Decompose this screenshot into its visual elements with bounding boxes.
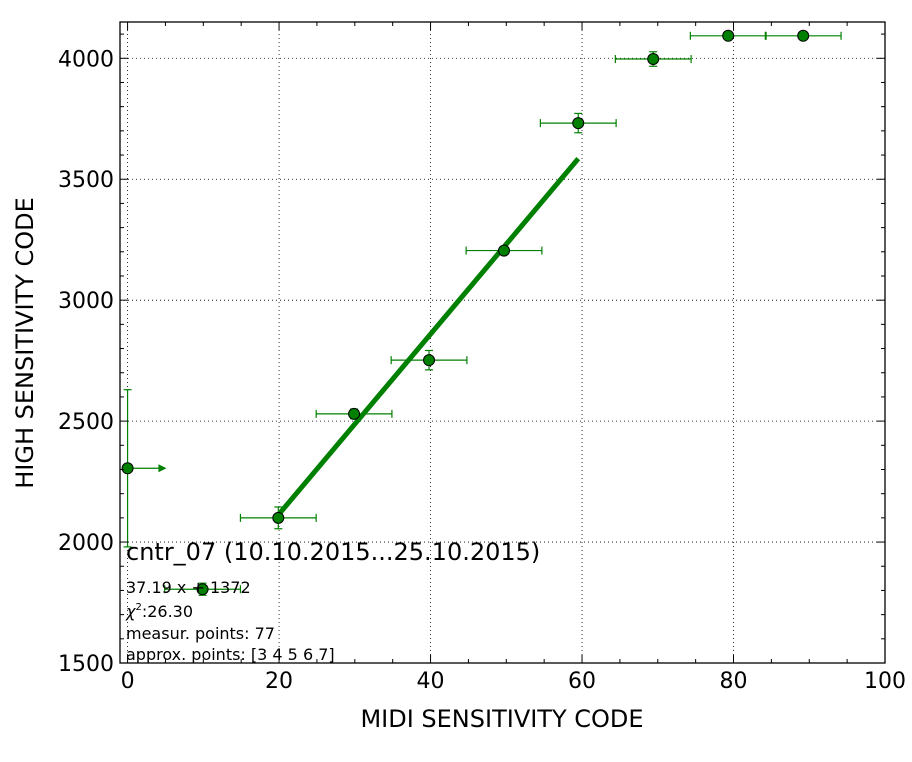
y-tick-labels: 1500 2000 2500 3000 3500 4000	[58, 47, 114, 677]
point-marker	[647, 53, 660, 66]
point-marker	[572, 117, 585, 130]
data-point	[164, 582, 242, 596]
point-marker	[423, 354, 436, 367]
data-point	[121, 389, 167, 548]
y-axis-label: HIGH SENSITIVITY CODE	[11, 197, 39, 489]
x-tick-label: 60	[568, 669, 596, 694]
x-tick-label: 80	[720, 669, 748, 694]
data-point	[465, 244, 543, 257]
x-axis-label: MIDI SENSITIVITY CODE	[360, 705, 643, 733]
data-points	[121, 29, 842, 596]
chi-square: χ2:26.30	[125, 602, 193, 621]
point-marker	[348, 407, 361, 420]
data-point	[390, 349, 468, 371]
arrow-head	[158, 464, 167, 473]
chi-value: :26.30	[142, 602, 193, 621]
x-tick-label: 100	[864, 669, 906, 694]
point-marker	[121, 462, 134, 475]
data-point	[764, 29, 842, 42]
chi-superscript: 2	[135, 602, 141, 613]
point-marker	[498, 244, 511, 257]
data-point	[239, 506, 317, 530]
y-tick-label: 2500	[58, 410, 114, 435]
y-tick-label: 1500	[58, 652, 114, 677]
y-tick-label: 4000	[58, 47, 114, 72]
point-marker	[797, 29, 810, 42]
data-point	[689, 29, 767, 42]
fit-equation: 37.19 x + 1372	[126, 578, 251, 597]
fit-line-group	[276, 157, 581, 517]
plot-frame	[119, 21, 886, 664]
chi-symbol: χ	[125, 602, 136, 621]
x-tick-labels: 0 20 40 60 80 100	[121, 669, 906, 694]
grid-lines	[120, 22, 886, 664]
data-point	[614, 51, 692, 67]
y-tick-label: 2000	[58, 531, 114, 556]
chart-title: cntr_07 (10.10.2015...25.10.2015)	[126, 538, 540, 566]
y-tick-label: 3000	[58, 289, 114, 314]
x-tick-label: 40	[417, 669, 445, 694]
x-tick-label: 0	[121, 669, 135, 694]
x-tick-label: 20	[265, 669, 293, 694]
point-marker	[272, 511, 285, 524]
data-point	[539, 112, 617, 134]
data-point	[315, 407, 393, 420]
tick-marks	[120, 22, 886, 664]
point-marker	[196, 583, 209, 596]
approx-points: approx. points: [3 4 5 6 7]	[126, 645, 335, 664]
measured-points: measur. points: 77	[126, 624, 275, 643]
y-tick-label: 3500	[58, 168, 114, 193]
point-marker	[722, 29, 735, 42]
fit-line	[276, 157, 581, 517]
